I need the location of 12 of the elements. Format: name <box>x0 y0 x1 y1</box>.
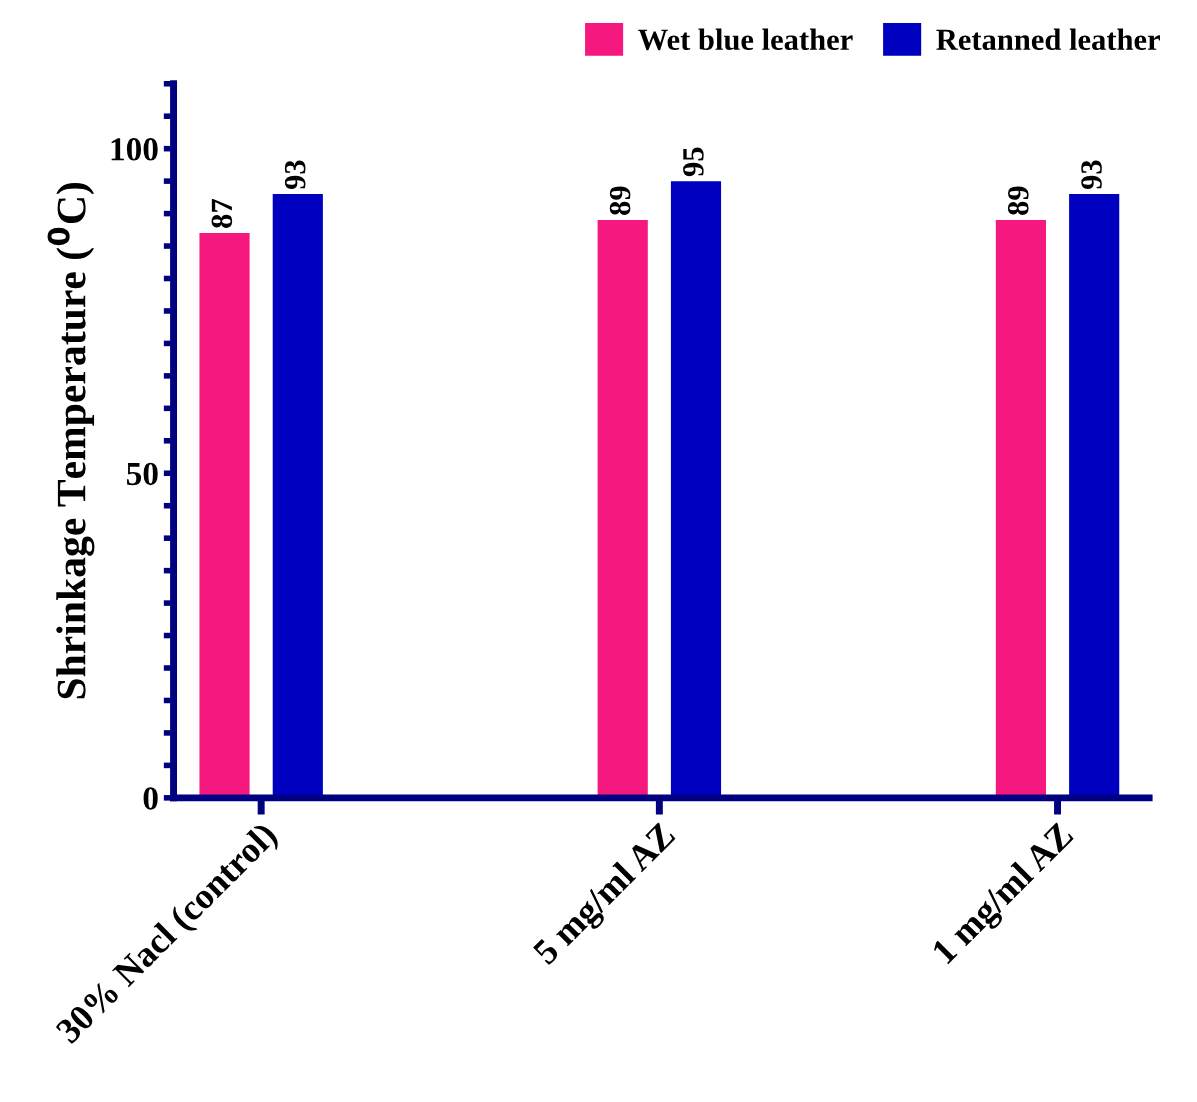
legend-label: Wet blue leather <box>638 28 853 51</box>
data-label: 89 <box>1007 186 1029 215</box>
y-tick-label: 0 <box>143 787 158 810</box>
y-tick-label: 50 <box>126 462 158 486</box>
data-label: 89 <box>609 186 631 215</box>
data-label: 95 <box>683 147 704 177</box>
data-label: 87 <box>211 199 233 228</box>
y-tick-label: 100 <box>111 138 158 161</box>
legend-label: Retanned leather <box>936 28 1160 51</box>
data-label: 93 <box>1081 160 1102 190</box>
data-label: 93 <box>284 160 306 190</box>
y-axis-title: Shrinkage Temperature ($^{0}$C) <box>47 182 95 699</box>
